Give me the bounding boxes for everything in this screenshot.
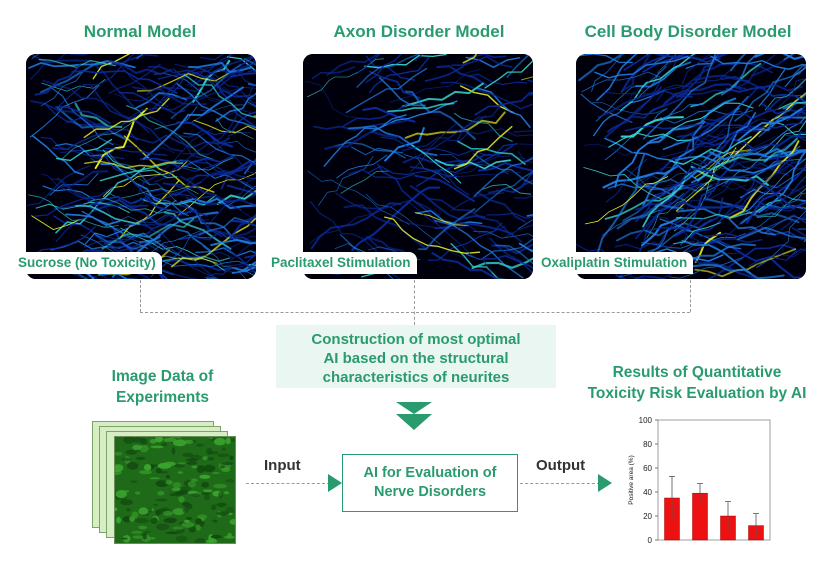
model-title-cellbody: Cell Body Disorder Model [584,22,792,41]
toxicity-bar-chart: 0 20 40 60 80 100 Positive area (%) [628,416,771,545]
chevron-down-icon [396,402,432,430]
tag-sucrose: Sucrose (No Toxicity) [12,252,162,274]
experiment-image [114,436,236,544]
output-label: Output [536,457,586,474]
y-axis-label: Positive area (%) [628,455,635,505]
neurite-image-cellbody [576,54,806,279]
neurite-image-axon [303,54,533,279]
output-arrow-line [520,483,600,484]
arrow-right-icon [328,474,342,492]
plot-frame [657,419,771,541]
neurite-image-normal [26,54,256,279]
y-tick-label: 80 [643,440,652,449]
ai-construction-box: Construction of most optimal AI based on… [276,325,556,388]
connector-axon [414,280,415,325]
y-tick-label: 60 [643,464,652,473]
image-data-line2: Experiments [115,389,210,406]
connector-normal [140,280,141,312]
input-label: Input [264,457,301,474]
y-tick-label: 40 [643,488,652,497]
ai-eval-line2: Nerve Disorders [373,484,487,500]
y-tick-label: 0 [648,536,653,545]
results-line2: Toxicity Risk Evaluation by AI [587,385,807,402]
tag-paclitaxel: Paclitaxel Stimulation [265,252,417,274]
ai-construction-line3: characteristics of neurites [322,369,510,386]
ai-eval-line1: AI for Evaluation of [363,465,497,481]
y-tick-label: 20 [643,512,652,521]
model-title-axon: Axon Disorder Model [333,22,505,41]
results-line1: Results of Quantitative [612,364,782,381]
input-arrow-line [246,483,330,484]
results-title: Results of Quantitative Toxicity Risk Ev… [572,362,822,404]
image-data-line1: Image Data of [111,368,214,385]
connector-merge [140,312,690,313]
arrow-right-icon [598,474,612,492]
image-data-title: Image Data of Experiments [80,366,245,408]
ai-evaluation-box: AI for Evaluation of Nerve Disorders [342,454,518,512]
model-title-normal: Normal Model [83,22,197,41]
connector-cellbody [690,280,691,312]
ai-construction-line2: AI based on the structural [323,350,509,367]
y-tick-label: 100 [639,416,653,425]
tag-oxaliplatin: Oxaliplatin Stimulation [535,252,694,274]
ai-construction-line1: Construction of most optimal [311,331,521,348]
